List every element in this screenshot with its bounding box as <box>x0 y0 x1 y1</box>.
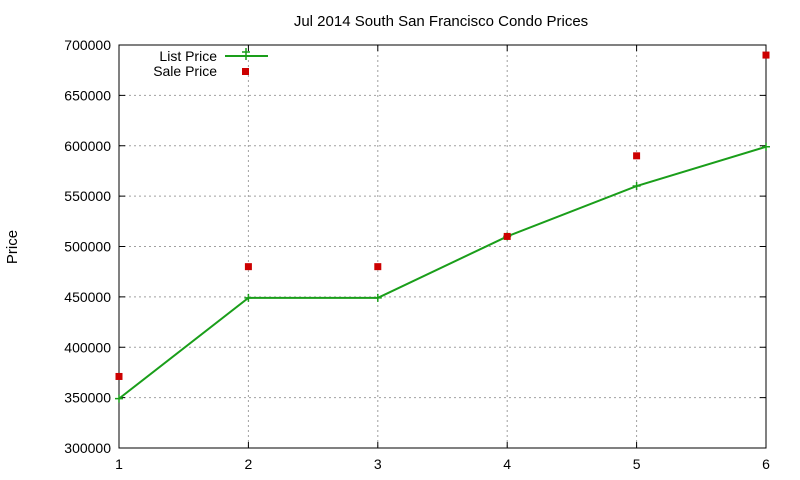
list-price-point <box>115 394 123 403</box>
legend-label-sale-price: Sale Price <box>153 63 217 79</box>
y-tick-label: 350000 <box>64 390 111 406</box>
sale-price-point <box>374 263 382 271</box>
y-tick-label: 300000 <box>64 440 111 456</box>
list-price-line <box>118 145 767 400</box>
y-tick-label: 450000 <box>64 289 111 305</box>
legend-marker-list-price <box>242 48 250 60</box>
y-tick-label: 400000 <box>64 339 111 355</box>
sale-price-point <box>115 372 123 380</box>
sale-price-point <box>244 263 252 271</box>
list-price-point <box>632 182 641 191</box>
x-tick-label: 1 <box>115 456 123 472</box>
x-tick-label: 5 <box>633 456 641 472</box>
y-axis-label: Price <box>4 230 21 264</box>
list-price-point <box>373 293 382 302</box>
x-tick-label: 2 <box>245 456 253 472</box>
series-layer <box>115 51 770 403</box>
legend: List Price Sale Price <box>153 48 268 79</box>
y-tick-labels: 300000 350000 400000 450000 500000 550000 6000… <box>64 37 111 456</box>
y-tick-label: 500000 <box>64 239 111 255</box>
y-tick-label: 700000 <box>64 37 111 53</box>
chart-title: Jul 2014 South San Francisco Condo Price… <box>294 13 588 30</box>
list-price-point <box>762 142 770 151</box>
sale-price-point <box>633 152 641 160</box>
legend-marker-sale-price <box>242 68 249 75</box>
y-tick-label: 650000 <box>64 87 111 103</box>
y-tick-label: 600000 <box>64 138 111 154</box>
list-price-point <box>244 293 253 302</box>
x-tick-labels: 1 2 3 4 5 6 <box>115 456 770 472</box>
plot-frame <box>118 44 767 449</box>
axis-ticks <box>118 44 767 449</box>
x-tick-label: 3 <box>374 456 382 472</box>
legend-label-list-price: List Price <box>159 48 217 64</box>
grid-lines <box>119 45 766 448</box>
x-tick-label: 6 <box>762 456 770 472</box>
y-tick-label: 550000 <box>64 188 111 204</box>
sale-price-point <box>503 232 511 240</box>
sale-price-point <box>762 51 770 59</box>
x-tick-label: 4 <box>503 456 511 472</box>
